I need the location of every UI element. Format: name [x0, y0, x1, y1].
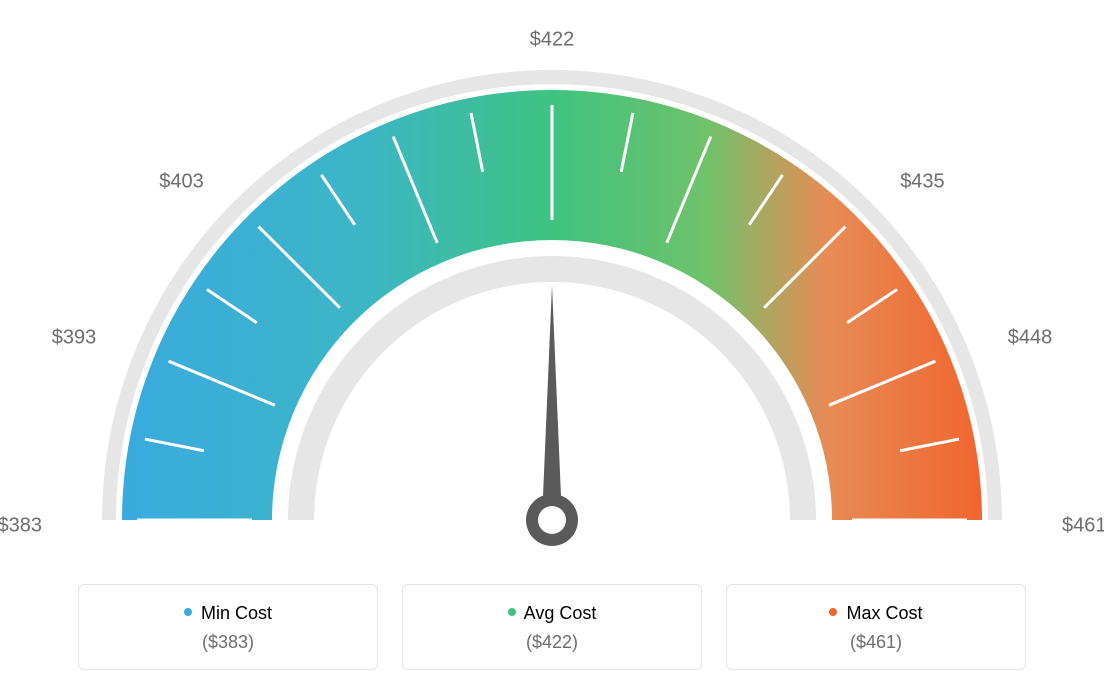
gauge-tick-label: $461: [1062, 515, 1104, 538]
legend-card-min: Min Cost ($383): [78, 584, 378, 670]
legend-value-min: ($383): [89, 632, 367, 653]
gauge-tick-label: $435: [900, 170, 945, 193]
legend-label: Max Cost: [846, 603, 922, 623]
gauge-tick-label: $422: [530, 29, 575, 52]
legend-title-min: Min Cost: [89, 603, 367, 624]
gauge-svg: [0, 0, 1104, 560]
legend-label: Min Cost: [201, 603, 272, 623]
legend-card-avg: Avg Cost ($422): [402, 584, 702, 670]
legend-card-max: Max Cost ($461): [726, 584, 1026, 670]
gauge-tick-label: $448: [1008, 326, 1053, 349]
gauge-tick-label: $383: [0, 515, 42, 538]
gauge-tick-label: $393: [52, 326, 97, 349]
dot-icon: [829, 608, 837, 616]
gauge-tick-label: $403: [159, 170, 204, 193]
legend-value-max: ($461): [737, 632, 1015, 653]
legend-title-max: Max Cost: [737, 603, 1015, 624]
dot-icon: [184, 608, 192, 616]
legend-value-avg: ($422): [413, 632, 691, 653]
dot-icon: [508, 608, 516, 616]
gauge-chart: $383 $393 $403 $422 $435 $448 $461: [0, 0, 1104, 560]
legend-label: Avg Cost: [524, 603, 597, 623]
legend-row: Min Cost ($383) Avg Cost ($422) Max Cost…: [0, 584, 1104, 670]
legend-title-avg: Avg Cost: [413, 603, 691, 624]
cost-gauge-widget: $383 $393 $403 $422 $435 $448 $461 Min Cost ($…: [0, 0, 1104, 690]
